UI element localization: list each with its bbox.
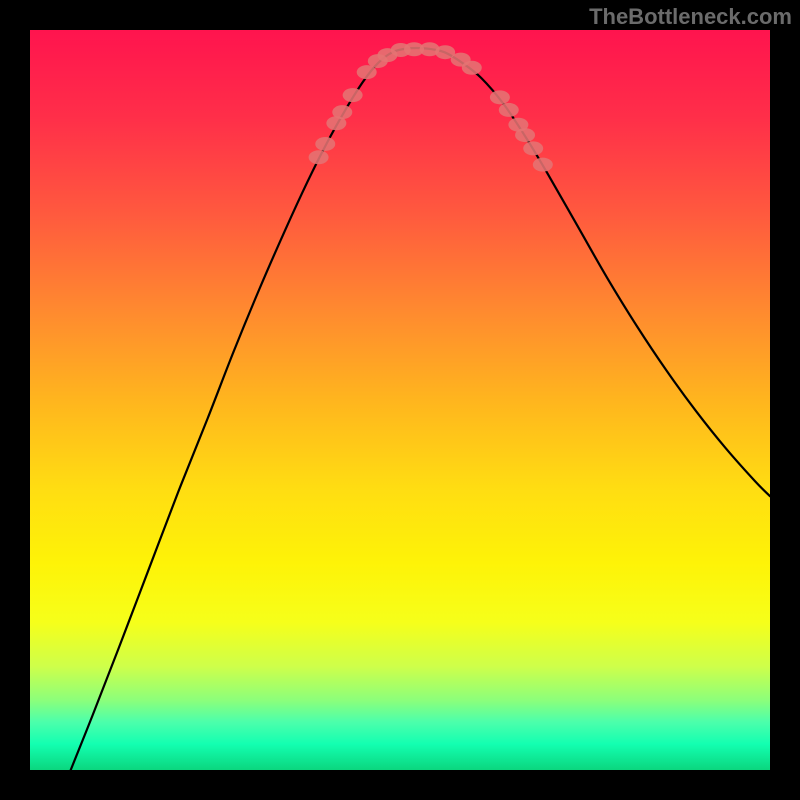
data-marker	[332, 105, 352, 119]
data-marker	[515, 128, 535, 142]
data-marker	[315, 137, 335, 151]
attribution-label: TheBottleneck.com	[589, 4, 792, 30]
data-marker	[523, 141, 543, 155]
data-marker	[462, 61, 482, 75]
data-marker	[490, 90, 510, 104]
chart-svg	[0, 0, 800, 800]
data-marker	[499, 103, 519, 117]
data-marker	[343, 88, 363, 102]
data-marker	[533, 158, 553, 172]
bottleneck-chart: TheBottleneck.com	[0, 0, 800, 800]
data-marker	[309, 150, 329, 164]
gradient-background	[30, 30, 770, 770]
